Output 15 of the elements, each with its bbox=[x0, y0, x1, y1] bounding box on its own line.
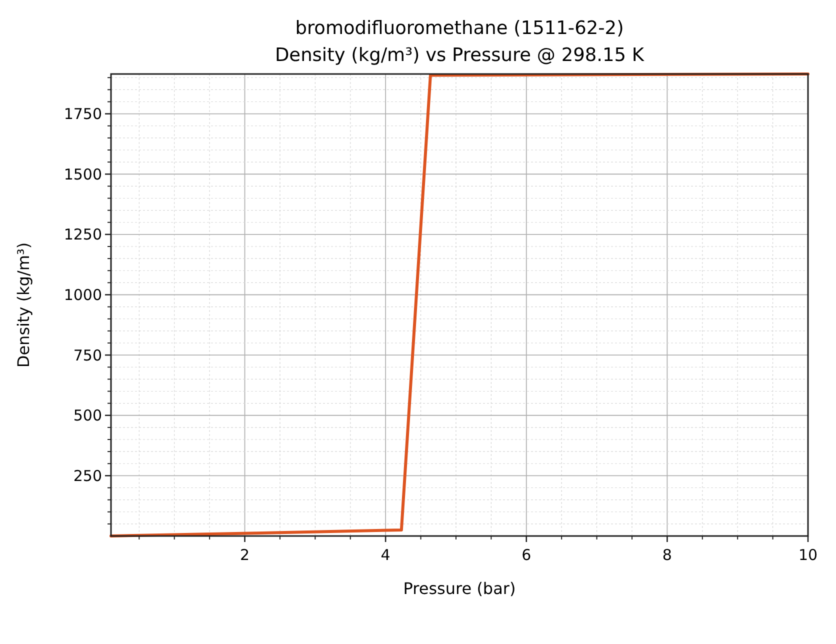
y-tick-label: 250 bbox=[73, 466, 102, 485]
y-tick-label: 1250 bbox=[64, 226, 102, 244]
x-axis-title: Pressure (bar) bbox=[403, 579, 516, 598]
chart-title: bromodifluoromethane (1511-62-2) Density (kg/m³) vs Pressure @ 298.15 K bbox=[274, 18, 645, 66]
y-tick-label: 1750 bbox=[64, 105, 102, 124]
x-tick-label: 2 bbox=[240, 546, 250, 564]
x-tick-label: 4 bbox=[380, 546, 390, 564]
y-tick-label: 750 bbox=[73, 346, 102, 364]
y-tick-label: 1000 bbox=[64, 286, 102, 304]
x-tick-label: 10 bbox=[798, 546, 818, 564]
y-tick-label: 500 bbox=[73, 406, 102, 425]
x-tick-label: 6 bbox=[522, 546, 532, 564]
x-tick-label: 8 bbox=[662, 546, 672, 564]
y-tick-label: 1500 bbox=[64, 165, 102, 184]
y-axis-title: Density (kg/m³) bbox=[14, 242, 33, 368]
